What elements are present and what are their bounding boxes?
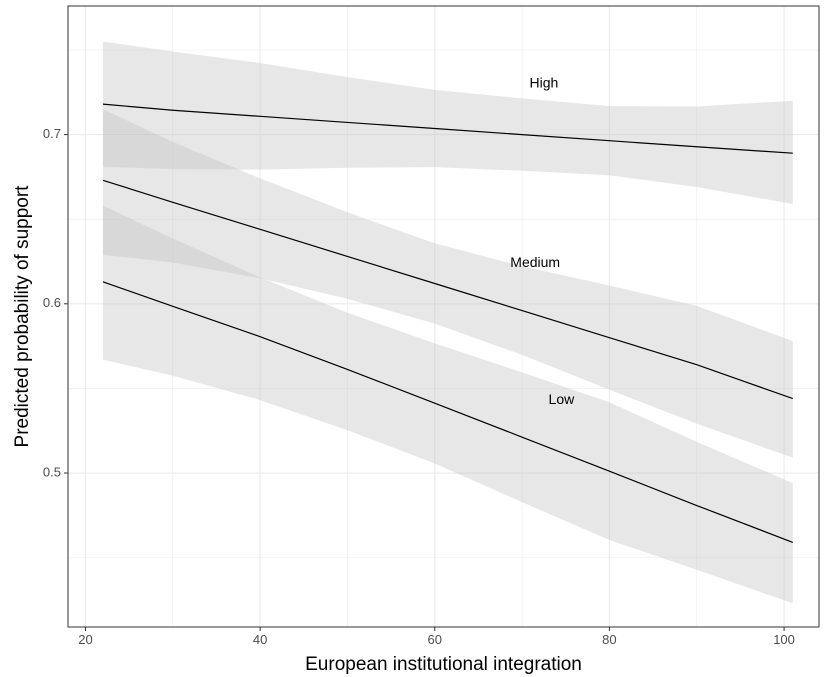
series-lines [102,103,794,543]
band-medium [102,109,793,458]
x-tick-label: 60 [428,632,442,647]
series-label-medium: Medium [510,254,560,270]
x-tick-label: 100 [773,632,795,647]
line-low [102,281,794,543]
series-label-low: Low [549,391,576,407]
x-tick-label: 80 [602,632,616,647]
y-tick-label: 0.5 [43,464,61,479]
x-axis-title: European institutional integration [305,654,582,675]
y-tick-label: 0.7 [43,126,61,141]
x-tick-label: 40 [253,632,267,647]
x-tick-label: 20 [78,632,92,647]
y-axis-title: Predicted probability of support [12,185,33,448]
series-label-high: High [530,75,559,91]
minor-gridlines [68,6,819,627]
confidence-bands [102,41,793,604]
band-high [102,41,793,204]
panel-border [67,5,820,628]
x-axis-ticks: 20 40 60 80 100 [78,627,795,647]
series-labels: High Medium Low [510,75,575,407]
y-axis-ticks: 0.5 0.6 0.7 [43,126,68,479]
major-gridlines [68,6,819,627]
line-medium [102,179,794,400]
band-low [102,205,793,604]
line-high [102,103,793,154]
y-tick-label: 0.6 [43,295,61,310]
